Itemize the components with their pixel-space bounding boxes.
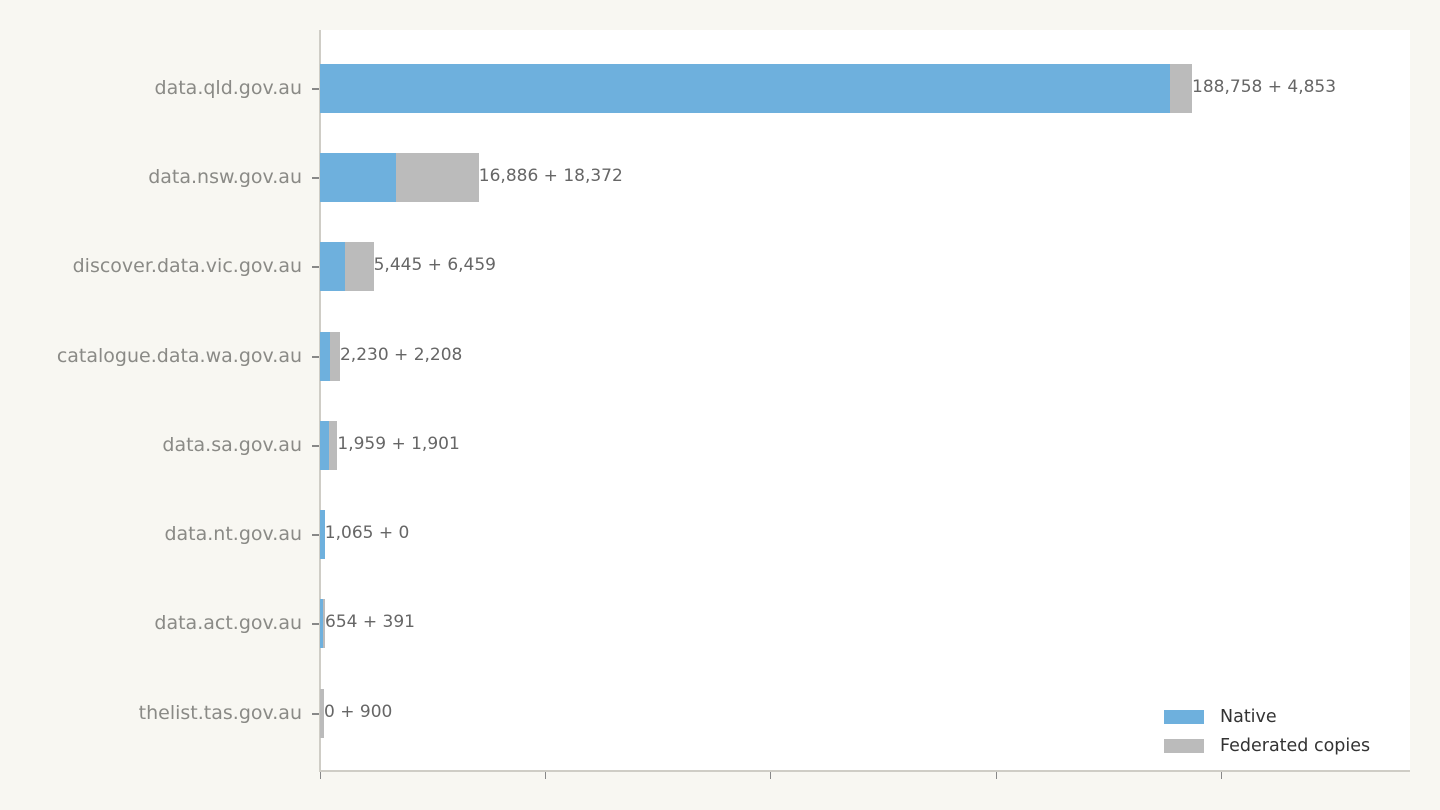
legend-label-native: Native	[1220, 706, 1277, 727]
legend-item-federated: Federated copies	[1164, 731, 1370, 760]
bar-native	[320, 331, 331, 381]
plot-area	[320, 30, 1410, 771]
bar-federated	[1170, 63, 1193, 113]
y-tick	[312, 356, 319, 358]
bar-native	[320, 241, 345, 291]
y-tick	[312, 88, 319, 90]
y-axis-label: data.nsw.gov.au	[148, 165, 302, 188]
y-axis-label: catalogue.data.wa.gov.au	[56, 344, 302, 367]
x-tick	[995, 772, 997, 779]
bar-value-label: 188,758 + 4,853	[1192, 76, 1337, 97]
y-axis-label: data.sa.gov.au	[162, 433, 302, 456]
x-tick	[320, 772, 321, 779]
y-axis-label: thelist.tas.gov.au	[138, 701, 302, 724]
bar-federated	[320, 688, 325, 738]
y-axis-label: data.act.gov.au	[154, 611, 302, 634]
bar-value-label: 2,230 + 2,208	[339, 344, 463, 365]
y-tick	[312, 713, 319, 715]
x-tick	[545, 772, 547, 779]
y-axis-line	[319, 30, 321, 772]
bar-value-label: 16,886 + 18,372	[478, 165, 623, 186]
bar-native	[320, 598, 323, 648]
y-tick	[312, 623, 319, 625]
y-tick	[312, 266, 319, 268]
y-tick	[312, 177, 319, 179]
bar-value-label: 654 + 391	[325, 611, 415, 632]
y-axis-label: data.qld.gov.au	[154, 76, 302, 99]
bar-federated	[396, 152, 479, 202]
bar-native	[320, 420, 329, 470]
legend-swatch-federated	[1164, 738, 1204, 753]
bar-native	[320, 152, 397, 202]
y-axis-label: data.nt.gov.au	[164, 522, 302, 545]
bar-value-label: 1,959 + 1,901	[337, 433, 460, 454]
legend: Native Federated copies	[1164, 702, 1370, 760]
bar-native	[320, 63, 1171, 113]
bar-federated	[323, 598, 325, 648]
legend-item-native: Native	[1164, 702, 1370, 731]
bar-value-label: 0 + 900	[324, 701, 393, 722]
legend-swatch-native	[1164, 709, 1204, 724]
bar-value-label: 1,065 + 0	[324, 522, 410, 543]
y-tick	[312, 445, 319, 447]
y-axis-label: discover.data.vic.gov.au	[72, 254, 302, 277]
bar-native	[320, 509, 325, 559]
x-tick	[1220, 772, 1222, 779]
bar-value-label: 5,445 + 6,459	[373, 254, 496, 275]
y-tick	[312, 534, 319, 536]
x-tick	[770, 772, 772, 779]
bar-federated	[344, 241, 374, 291]
bar-federated	[330, 331, 340, 381]
bar-federated	[328, 420, 338, 470]
x-axis-line	[319, 770, 1410, 772]
legend-label-federated: Federated copies	[1220, 735, 1371, 756]
